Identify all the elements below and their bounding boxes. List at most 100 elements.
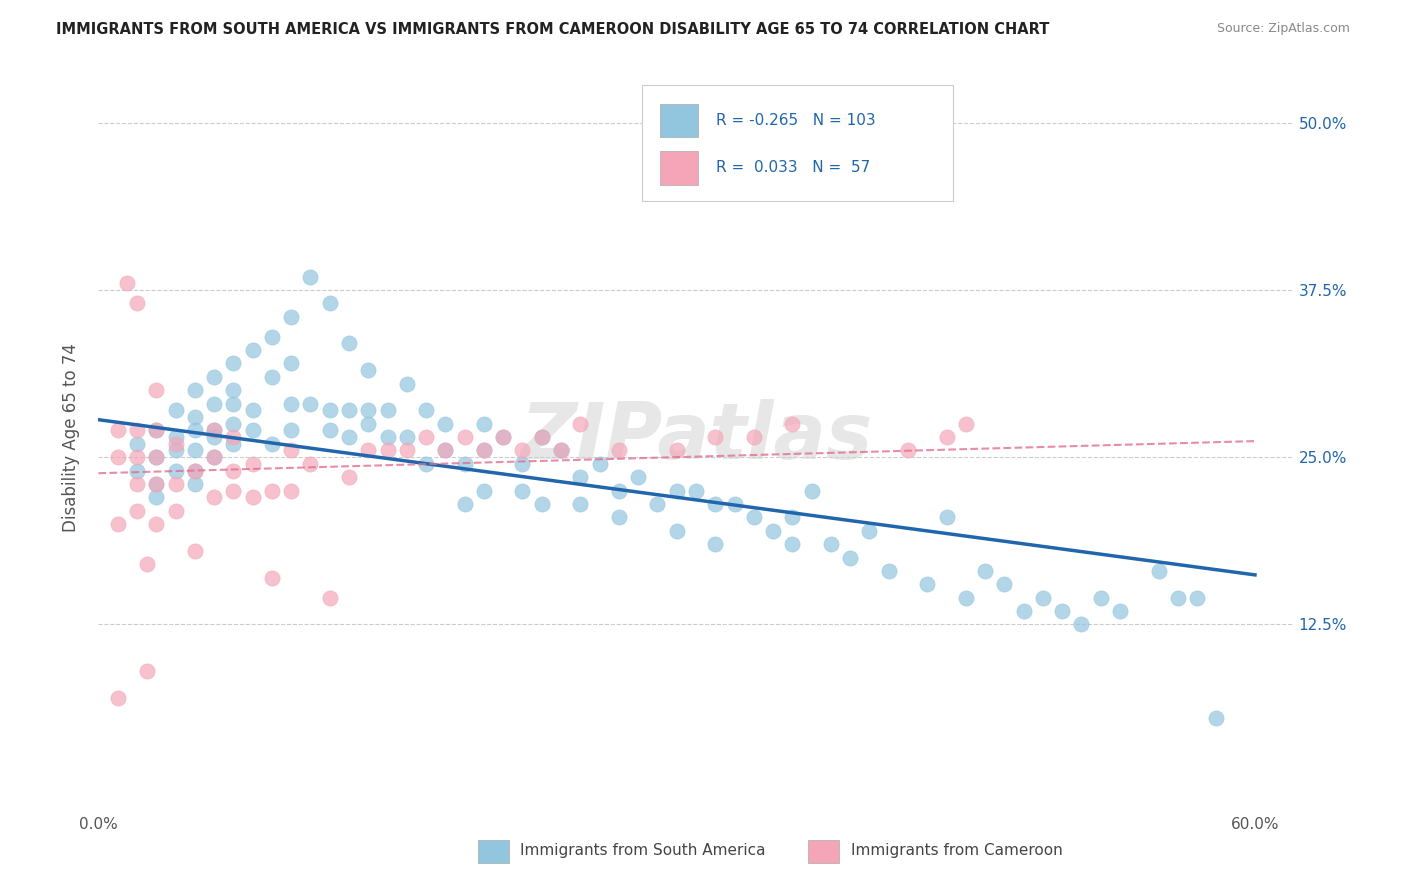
Point <box>107 690 129 705</box>
Point <box>125 464 148 478</box>
Point <box>319 424 342 438</box>
Point <box>125 296 148 310</box>
Point <box>415 430 437 444</box>
Point <box>222 464 245 478</box>
Point <box>897 443 920 458</box>
Point <box>530 497 553 511</box>
Point <box>165 503 187 517</box>
Point <box>1050 604 1073 618</box>
Point <box>607 443 630 458</box>
Point <box>145 450 167 465</box>
Text: R =  0.033   N =  57: R = 0.033 N = 57 <box>716 161 870 176</box>
Point <box>145 450 167 465</box>
Point <box>202 450 225 465</box>
Point <box>184 384 207 398</box>
Point <box>145 491 167 505</box>
Point <box>704 497 727 511</box>
Point <box>762 524 785 538</box>
Point <box>357 403 380 417</box>
Point <box>222 417 245 431</box>
Point <box>1109 604 1132 618</box>
Point <box>665 524 688 538</box>
Text: IMMIGRANTS FROM SOUTH AMERICA VS IMMIGRANTS FROM CAMEROON DISABILITY AGE 65 TO 7: IMMIGRANTS FROM SOUTH AMERICA VS IMMIGRA… <box>56 22 1050 37</box>
Point <box>319 591 342 605</box>
Point <box>125 476 148 491</box>
Point <box>222 437 245 451</box>
Point <box>955 417 977 431</box>
Point <box>377 403 399 417</box>
Point <box>145 476 167 491</box>
Point <box>395 430 418 444</box>
Point <box>704 430 727 444</box>
Point <box>974 564 997 578</box>
Point <box>627 470 650 484</box>
Point <box>145 517 167 532</box>
Point <box>184 476 207 491</box>
Point <box>202 396 225 410</box>
Point <box>242 343 264 358</box>
Point <box>184 464 207 478</box>
Point <box>839 550 862 565</box>
Point <box>453 497 475 511</box>
Point <box>742 510 765 524</box>
Point <box>550 443 572 458</box>
Point <box>135 557 157 572</box>
Point <box>165 476 187 491</box>
Point <box>434 443 457 458</box>
Point <box>607 510 630 524</box>
Point <box>280 424 302 438</box>
Point <box>1090 591 1112 605</box>
Point <box>935 510 957 524</box>
Point <box>319 296 342 310</box>
Point <box>1032 591 1054 605</box>
Text: ZIPatlas: ZIPatlas <box>520 399 872 475</box>
Point <box>512 443 534 458</box>
Point <box>685 483 707 498</box>
Point <box>337 430 360 444</box>
Text: Source: ZipAtlas.com: Source: ZipAtlas.com <box>1216 22 1350 36</box>
Point <box>434 417 457 431</box>
Text: Immigrants from South America: Immigrants from South America <box>520 843 766 857</box>
Point <box>665 483 688 498</box>
Point <box>202 370 225 384</box>
Point <box>723 497 745 511</box>
Point <box>877 564 900 578</box>
Point <box>993 577 1015 591</box>
Point <box>202 424 225 438</box>
Point <box>165 437 187 451</box>
Y-axis label: Disability Age 65 to 74: Disability Age 65 to 74 <box>62 343 80 532</box>
Point <box>222 384 245 398</box>
Point <box>242 491 264 505</box>
Point <box>782 510 804 524</box>
Point <box>222 483 245 498</box>
Point <box>260 437 283 451</box>
Point <box>165 443 187 458</box>
Point <box>319 403 342 417</box>
Point <box>955 591 977 605</box>
Text: R = -0.265   N = 103: R = -0.265 N = 103 <box>716 113 876 128</box>
Point <box>704 537 727 551</box>
Point <box>145 384 167 398</box>
Point <box>280 396 302 410</box>
Point <box>588 457 610 471</box>
Point <box>917 577 939 591</box>
Point <box>492 430 515 444</box>
Point <box>434 443 457 458</box>
Point <box>280 310 302 324</box>
Point <box>260 483 283 498</box>
Point <box>357 417 380 431</box>
Point <box>125 424 148 438</box>
Point <box>145 424 167 438</box>
Bar <box>661 151 699 185</box>
Point <box>242 457 264 471</box>
Point <box>184 443 207 458</box>
Point <box>415 457 437 471</box>
Point <box>280 356 302 371</box>
Point <box>472 483 495 498</box>
Point <box>222 356 245 371</box>
Point <box>299 396 322 410</box>
Point <box>1185 591 1208 605</box>
Point <box>184 464 207 478</box>
Point <box>800 483 823 498</box>
Point <box>117 277 139 291</box>
